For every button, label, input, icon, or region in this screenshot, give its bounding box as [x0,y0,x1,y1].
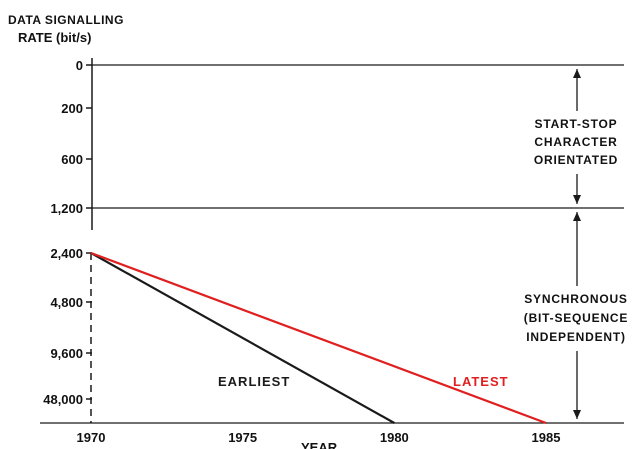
arrow-down-icon [573,195,581,204]
region-label: (BIT-SEQUENCE [524,311,628,325]
region-label: INDEPENDENT) [526,330,626,344]
series-label-latest: LATEST [453,374,509,389]
x-tick-label: 1985 [532,430,561,445]
data-series [90,251,547,425]
series-line-latest [90,251,547,425]
y-tick-label: 600 [61,152,83,167]
arrow-down-icon [573,410,581,419]
x-tick-label: 1975 [228,430,257,445]
region-boundaries [40,64,624,424]
y-tick-label: 9,600 [50,346,83,361]
y-tick-label: 48,000 [43,392,83,407]
region-label: ORIENTATED [534,153,618,167]
series-line-earliest [90,252,395,424]
region-annotations: START-STOP CHARACTER ORIENTATED SYNCHRONOUS… [524,69,628,419]
y-tick-label: 0 [76,58,83,73]
y-tick-label: 1,200 [50,201,83,216]
x-tick-label: 1970 [77,430,106,445]
y-tick-label: 4,800 [50,295,83,310]
y-tick-label: 2,400 [50,246,83,261]
x-axis: 1970 1975 1980 1985 [77,430,561,445]
arrow-up-icon [573,69,581,78]
x-axis-title: YEAR [301,440,338,449]
y-tick-label: 200 [61,101,83,116]
y-axis-title: DATA SIGNALLING RATE (bit/s) [8,13,124,45]
y-axis: 0 200 600 1,200 2,400 4,800 9,600 48,000 [43,58,93,423]
x-tick-label: 1980 [380,430,409,445]
region-label: START-STOP [535,117,618,131]
series-label-earliest: EARLIEST [218,374,290,389]
region-label: SYNCHRONOUS [524,292,627,306]
region-label: CHARACTER [534,135,617,149]
y-axis-title-line2: RATE (bit/s) [18,30,91,45]
arrow-up-icon [573,212,581,221]
series-labels: EARLIEST LATEST [218,374,509,389]
y-axis-title-line1: DATA SIGNALLING [8,13,124,27]
